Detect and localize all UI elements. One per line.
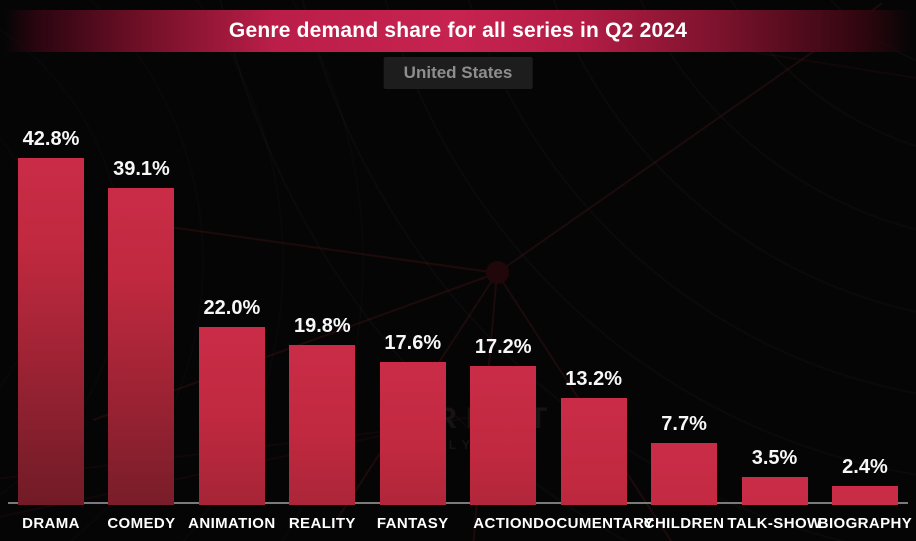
- bar-value-label: 42.8%: [22, 128, 80, 150]
- bar-group: 39.1% COMEDY: [107, 158, 175, 532]
- bar-category-label: ANIMATION: [188, 515, 276, 532]
- bar-category-label: DRAMA: [22, 515, 80, 532]
- bar: [651, 443, 718, 505]
- bar: [198, 327, 265, 505]
- bar-value-label: 17.2%: [474, 336, 532, 358]
- bar: [560, 398, 627, 505]
- bar: [470, 366, 537, 505]
- bar: [379, 362, 446, 505]
- bar-group: 42.8% DRAMA: [18, 128, 84, 532]
- bar-group: 17.2% ACTION: [470, 336, 537, 532]
- bar: [18, 158, 84, 505]
- bar-value-label: 13.2%: [565, 368, 622, 390]
- bar-value-label: 19.8%: [293, 315, 351, 337]
- bar-group: 19.8% REALITY: [289, 315, 356, 532]
- bar-value-label: 2.4%: [842, 456, 888, 478]
- bar-value-label: 3.5%: [751, 447, 798, 469]
- bars-row: 42.8% DRAMA 39.1% COMEDY 22.0% ANIMATION 19.8%…: [18, 128, 912, 532]
- bar-category-label: REALITY: [288, 515, 356, 532]
- bar-value-label: 39.1%: [113, 158, 170, 180]
- bar-category-label: ACTION: [473, 515, 534, 532]
- chart-title: Genre demand share for all series in Q2 …: [228, 19, 688, 42]
- bar-group: 22.0% ANIMATION: [188, 297, 275, 532]
- bar-category-label: COMEDY: [107, 515, 176, 532]
- region-filter-chip[interactable]: United States: [383, 57, 533, 89]
- title-banner: Genre demand share for all series in Q2 …: [0, 10, 916, 52]
- bar-category-label: BIOGRAPHY: [817, 515, 913, 532]
- x-axis-line: [8, 502, 908, 504]
- bar-category-label: DOCUMENTARY: [533, 515, 655, 532]
- bar-group: 2.4% BIOGRAPHY: [818, 456, 912, 532]
- bar: [108, 188, 175, 505]
- bar-value-label: 17.6%: [384, 332, 442, 354]
- bar-category-label: CHILDREN: [643, 515, 725, 532]
- bar-category-label: FANTASY: [376, 515, 449, 532]
- bar-value-label: 22.0%: [203, 297, 261, 319]
- bar-group: 17.6% FANTASY: [377, 332, 448, 532]
- bar: [289, 345, 356, 505]
- bar-group: 3.5% TALK-SHOW: [727, 447, 821, 532]
- bar: [741, 477, 808, 505]
- bar-value-label: 7.7%: [661, 413, 707, 435]
- bar-group: 7.7% CHILDREN: [644, 413, 724, 532]
- bar-group: 13.2% DOCUMENTARY: [533, 368, 654, 532]
- bar-category-label: TALK-SHOW: [727, 515, 822, 532]
- bar: [831, 486, 898, 505]
